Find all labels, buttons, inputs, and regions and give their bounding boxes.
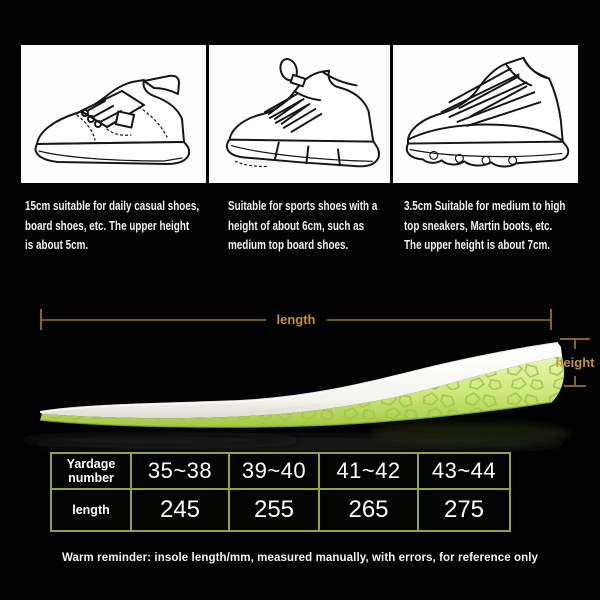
- insole-reflection: [20, 422, 570, 453]
- height-tick-bottom: [564, 385, 586, 387]
- warm-reminder-text: Warm reminder: insole length/mm, measure…: [61, 552, 539, 564]
- length-row-header: length: [50, 488, 132, 532]
- description-low-top: 15cm suitable for daily casual shoes, bo…: [25, 198, 200, 252]
- length-line-left: [42, 318, 266, 321]
- description-mid-top: Suitable for sports shoes with a height …: [228, 198, 378, 252]
- insole-foam-texture: [40, 356, 565, 428]
- insole-top-edge-highlight: [39, 342, 559, 413]
- length-value-cell: 245: [130, 488, 230, 532]
- insole-foam-bottom-edge: [39, 401, 553, 428]
- insole-white-shading: [43, 404, 321, 416]
- yardage-number-header: Yardage number: [50, 452, 132, 490]
- insole-product-image: [20, 342, 570, 453]
- length-line-right: [326, 318, 550, 321]
- mid-top-sports-shoe-icon: [225, 58, 380, 168]
- height-label: height: [555, 355, 595, 370]
- length-value-cell: 265: [318, 488, 419, 532]
- length-dimension: length: [40, 309, 552, 330]
- size-table-length-row: length 245 255 265 275: [50, 488, 511, 532]
- size-table-header-row: Yardage number 35~38 39~40 41~42 43~44: [50, 452, 511, 490]
- size-range-cell: 43~44: [417, 452, 511, 490]
- footer: Warm reminder: insole length/mm, measure…: [0, 548, 600, 566]
- size-range-cell: 41~42: [318, 452, 419, 490]
- height-dimension: height: [552, 338, 598, 387]
- size-range-cell: 35~38: [130, 452, 230, 490]
- high-top-sneaker-icon: [405, 56, 570, 168]
- height-tick-top: [560, 338, 590, 340]
- length-value-cell: 275: [417, 488, 511, 532]
- length-tick-left: [40, 309, 42, 330]
- length-tick-right: [550, 309, 552, 330]
- insole-top-layer: [40, 343, 562, 419]
- size-range-cell: 39~40: [228, 452, 320, 490]
- height-stub-top: [574, 340, 576, 349]
- description-high-top: 3.5cm Suitable for medium to high top sn…: [404, 198, 566, 252]
- card-high-top-shoe: [393, 45, 578, 183]
- card-low-top-shoe: [21, 45, 206, 183]
- length-value-cell: 255: [228, 488, 320, 532]
- length-label: length: [276, 312, 316, 327]
- low-top-casual-shoe-icon: [34, 74, 190, 165]
- size-table: Yardage number 35~38 39~40 41~42 43~44 l…: [50, 452, 511, 532]
- height-stub-bottom: [574, 376, 576, 385]
- card-mid-top-shoe: [209, 45, 390, 183]
